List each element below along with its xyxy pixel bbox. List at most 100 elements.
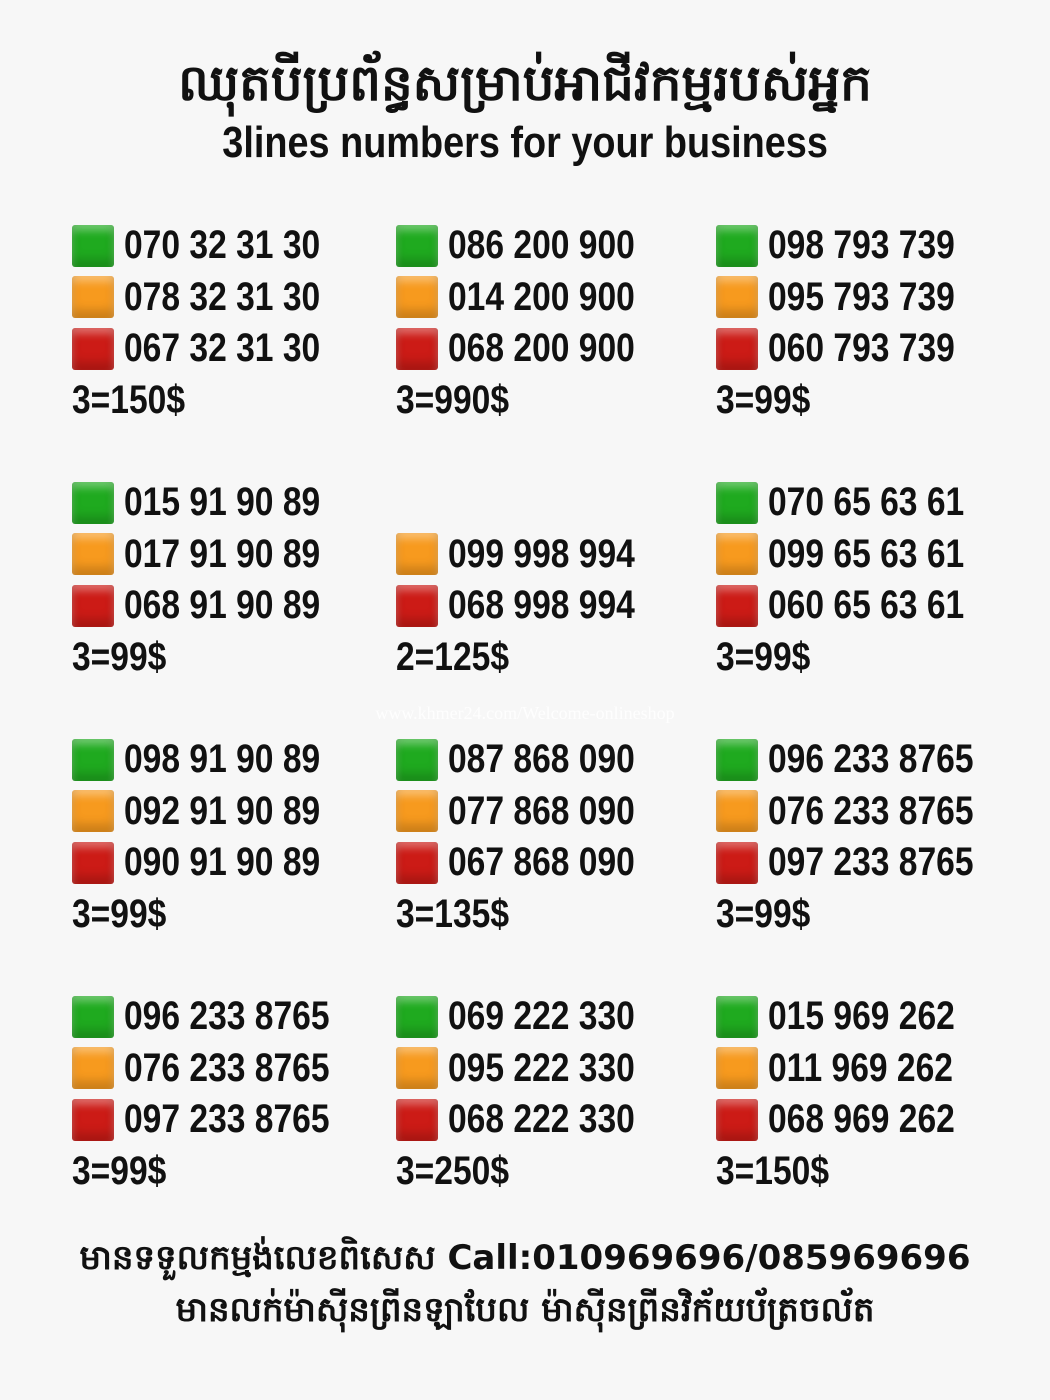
phone-number: 099 65 63 61 xyxy=(768,531,965,576)
red-square-icon xyxy=(72,584,114,627)
green-square-icon xyxy=(396,224,438,267)
phone-number: 077 868 090 xyxy=(448,788,635,833)
number-set: 070 32 31 30 078 32 31 30 067 32 31 30 3=15… xyxy=(72,220,392,426)
red-square-icon xyxy=(716,841,758,884)
orange-square-icon xyxy=(396,1047,438,1090)
phone-number: 069 222 330 xyxy=(448,994,635,1039)
orange-square-icon xyxy=(72,533,114,576)
number-line: 076 233 8765 xyxy=(716,786,1036,838)
red-square-icon xyxy=(396,584,438,627)
phone-number: 097 233 8765 xyxy=(124,1097,330,1142)
number-line: 070 32 31 30 xyxy=(72,220,392,272)
red-square-icon xyxy=(72,841,114,884)
phone-number: 090 91 90 89 xyxy=(124,840,321,885)
phone-number: 017 91 90 89 xyxy=(124,531,321,576)
footer-contact: មានទទួលកម្មង់លេខពិសេស Call:010969696/085… xyxy=(79,1238,971,1278)
number-line: 098 91 90 89 xyxy=(72,734,392,786)
number-line: 099 65 63 61 xyxy=(716,529,1036,581)
number-line: 067 32 31 30 xyxy=(72,323,392,375)
footer-products: មានលក់ម៉ាស៊ីនព្រីនឡាបែល ម៉ាស៊ីនព្រីនវិក័… xyxy=(175,1290,875,1330)
number-line: 070 65 63 61 xyxy=(716,477,1036,529)
orange-square-icon xyxy=(716,1047,758,1090)
phone-number: 014 200 900 xyxy=(448,274,635,319)
number-set: 069 222 330 095 222 330 068 222 330 3=250$ xyxy=(396,991,716,1197)
phone-number: 070 32 31 30 xyxy=(124,223,321,268)
set-price: 3=99$ xyxy=(72,634,167,679)
red-square-icon xyxy=(396,841,438,884)
green-square-icon xyxy=(716,481,758,524)
number-line: 060 793 739 xyxy=(716,323,1036,375)
number-line: 068 969 262 xyxy=(716,1094,1036,1146)
phone-number: 097 233 8765 xyxy=(768,840,974,885)
red-square-icon xyxy=(72,327,114,370)
set-price: 3=990$ xyxy=(396,377,510,422)
orange-square-icon xyxy=(396,276,438,319)
number-line: 097 233 8765 xyxy=(72,1094,392,1146)
phone-number: 068 200 900 xyxy=(448,326,635,371)
phone-number: 098 91 90 89 xyxy=(124,737,321,782)
number-line: 090 91 90 89 xyxy=(72,837,392,889)
orange-square-icon xyxy=(396,790,438,833)
phone-number: 067 868 090 xyxy=(448,840,635,885)
set-price: 3=150$ xyxy=(72,377,186,422)
title-khmer: ឈុតបីប្រព័ន្ធសម្រាប់អាជីវកម្មរបស់អ្នក xyxy=(178,54,872,112)
red-square-icon xyxy=(72,1098,114,1141)
phone-number: 086 200 900 xyxy=(448,223,635,268)
set-price: 3=250$ xyxy=(396,1148,510,1193)
number-line: 017 91 90 89 xyxy=(72,529,392,581)
set-price: 3=99$ xyxy=(716,377,811,422)
number-line: 015 969 262 xyxy=(716,991,1036,1043)
number-line: 096 233 8765 xyxy=(72,991,392,1043)
number-line xyxy=(396,477,716,529)
number-line: 015 91 90 89 xyxy=(72,477,392,529)
orange-square-icon xyxy=(716,533,758,576)
number-set: 086 200 900 014 200 900 068 200 900 3=990$ xyxy=(396,220,716,426)
phone-number: 095 222 330 xyxy=(448,1045,635,1090)
number-line: 067 868 090 xyxy=(396,837,716,889)
number-set: 098 793 739 095 793 739 060 793 739 3=99$ xyxy=(716,220,1036,426)
number-line: 068 998 994 xyxy=(396,580,716,632)
watermark: www.khmer24.com/Welcome-onlineshop xyxy=(375,703,675,723)
number-set: 070 65 63 61 099 65 63 61 060 65 63 61 3=99… xyxy=(716,477,1036,683)
phone-number: 076 233 8765 xyxy=(768,788,974,833)
phone-number: 060 793 739 xyxy=(768,326,955,371)
number-line: 060 65 63 61 xyxy=(716,580,1036,632)
number-set: 096 233 8765 076 233 8765 097 233 8765 3=99… xyxy=(716,734,1036,940)
number-line: 086 200 900 xyxy=(396,220,716,272)
orange-square-icon xyxy=(72,1047,114,1090)
red-square-icon xyxy=(716,1098,758,1141)
number-line: 078 32 31 30 xyxy=(72,272,392,324)
phone-number: 068 969 262 xyxy=(768,1097,955,1142)
set-price: 2=125$ xyxy=(396,634,510,679)
phone-number: 070 65 63 61 xyxy=(768,480,965,525)
number-set: 015 969 262 011 969 262 068 969 262 3=150$ xyxy=(716,991,1036,1197)
phone-number: 060 65 63 61 xyxy=(768,583,965,628)
green-square-icon xyxy=(716,224,758,267)
set-price: 3=150$ xyxy=(716,1148,830,1193)
green-square-icon xyxy=(72,995,114,1038)
phone-number: 078 32 31 30 xyxy=(124,274,321,319)
green-square-icon xyxy=(72,738,114,781)
phone-number: 076 233 8765 xyxy=(124,1045,330,1090)
number-line: 087 868 090 xyxy=(396,734,716,786)
number-line: 092 91 90 89 xyxy=(72,786,392,838)
number-set: 096 233 8765 076 233 8765 097 233 8765 3=99… xyxy=(72,991,392,1197)
green-square-icon xyxy=(72,481,114,524)
number-line: 069 222 330 xyxy=(396,991,716,1043)
number-line: 011 969 262 xyxy=(716,1043,1036,1095)
number-line: 077 868 090 xyxy=(396,786,716,838)
phone-number: 015 91 90 89 xyxy=(124,480,321,525)
phone-number: 087 868 090 xyxy=(448,737,635,782)
phone-number: 067 32 31 30 xyxy=(124,326,321,371)
phone-number: 099 998 994 xyxy=(448,531,635,576)
red-square-icon xyxy=(396,1098,438,1141)
number-line: 095 793 739 xyxy=(716,272,1036,324)
orange-square-icon xyxy=(72,276,114,319)
orange-square-icon xyxy=(72,790,114,833)
green-square-icon xyxy=(396,995,438,1038)
number-line: 097 233 8765 xyxy=(716,837,1036,889)
phone-number: 095 793 739 xyxy=(768,274,955,319)
green-square-icon xyxy=(716,738,758,781)
number-line: 096 233 8765 xyxy=(716,734,1036,786)
title-english: 3lines numbers for your business xyxy=(222,118,828,167)
